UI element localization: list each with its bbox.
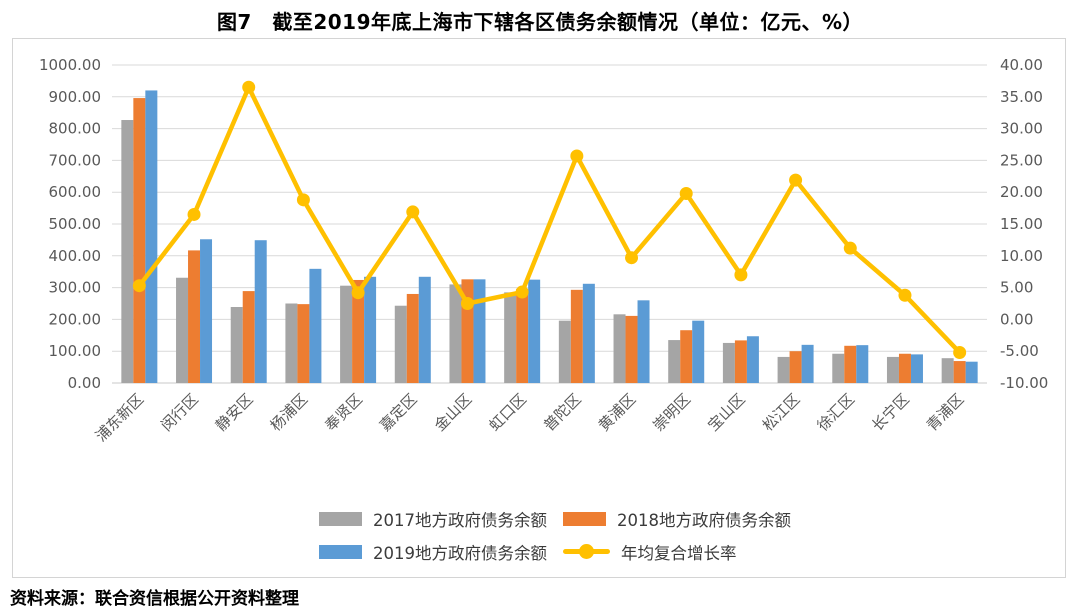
svg-text:900.00: 900.00 xyxy=(49,88,102,106)
svg-text:闵行区: 闵行区 xyxy=(157,390,202,435)
svg-text:500.00: 500.00 xyxy=(49,215,102,233)
svg-text:虹口区: 虹口区 xyxy=(485,390,530,435)
svg-text:浦东新区: 浦东新区 xyxy=(92,390,147,445)
legend-item-cagr: 年均复合增长率 xyxy=(563,540,791,564)
svg-text:-10.00: -10.00 xyxy=(1000,374,1048,392)
svg-text:松江区: 松江区 xyxy=(759,390,804,435)
svg-text:300.00: 300.00 xyxy=(49,279,102,297)
svg-text:普陀区: 普陀区 xyxy=(540,390,585,435)
svg-text:200.00: 200.00 xyxy=(49,310,102,328)
svg-text:100.00: 100.00 xyxy=(49,342,102,360)
legend-item-2017: 2017地方政府债务余额 xyxy=(319,507,547,531)
svg-text:35.00: 35.00 xyxy=(1000,88,1043,106)
legend-swatch-2019-bar xyxy=(319,545,362,559)
svg-text:30.00: 30.00 xyxy=(1000,120,1043,138)
chart-legend: 2017地方政府债务余额 2018地方政府债务余额 2019地方政府债务余额 年… xyxy=(319,507,791,564)
svg-text:20.00: 20.00 xyxy=(1000,183,1043,201)
svg-text:5.00: 5.00 xyxy=(1000,279,1033,297)
svg-text:600.00: 600.00 xyxy=(49,183,102,201)
legend-label-cagr: 年均复合增长率 xyxy=(621,544,737,563)
svg-text:嘉定区: 嘉定区 xyxy=(376,390,421,435)
legend-item-2018: 2018地方政府债务余额 xyxy=(563,507,791,531)
svg-text:青浦区: 青浦区 xyxy=(923,390,968,435)
svg-text:静安区: 静安区 xyxy=(212,390,257,435)
legend-label-2018: 2018地方政府债务余额 xyxy=(617,511,791,530)
svg-text:长宁区: 长宁区 xyxy=(868,390,913,435)
svg-text:1000.00: 1000.00 xyxy=(39,56,101,74)
svg-text:700.00: 700.00 xyxy=(49,151,102,169)
legend-label-2019: 2019地方政府债务余额 xyxy=(373,544,547,563)
svg-text:40.00: 40.00 xyxy=(1000,56,1043,74)
legend-swatch-2017-bar xyxy=(319,512,362,526)
svg-text:奉贤区: 奉贤区 xyxy=(321,390,366,435)
svg-text:崇明区: 崇明区 xyxy=(649,390,694,435)
legend-item-2019: 2019地方政府债务余额 xyxy=(319,540,547,564)
chart-area: 0.00 100.00 200.00 300.00 400.00 500.00 600.00… xyxy=(12,38,1066,578)
svg-text:0.00: 0.00 xyxy=(68,374,101,392)
combo-chart: 0.00 100.00 200.00 300.00 400.00 500.00 600.00… xyxy=(39,56,1048,445)
source-note: 资料来源：联合资信根据公开资料整理 xyxy=(10,589,299,609)
svg-text:25.00: 25.00 xyxy=(1000,151,1043,169)
legend-line-marker-swatch xyxy=(563,544,610,560)
svg-text:15.00: 15.00 xyxy=(1000,215,1043,233)
svg-text:金山区: 金山区 xyxy=(431,390,476,435)
legend-label-2017: 2017地方政府债务余额 xyxy=(373,511,547,530)
svg-text:宝山区: 宝山区 xyxy=(704,390,749,435)
svg-text:杨浦区: 杨浦区 xyxy=(267,390,312,435)
svg-text:-5.00: -5.00 xyxy=(1000,342,1039,360)
chart-title: 图7 截至2019年底上海市下辖各区债务余额情况（单位：亿元、%） xyxy=(216,10,864,34)
svg-text:800.00: 800.00 xyxy=(49,120,102,138)
svg-text:400.00: 400.00 xyxy=(49,247,102,265)
legend-swatch-2018-bar xyxy=(563,512,606,526)
svg-text:徐汇区: 徐汇区 xyxy=(814,390,859,435)
svg-text:10.00: 10.00 xyxy=(1000,247,1043,265)
svg-text:0.00: 0.00 xyxy=(1000,310,1033,328)
svg-text:黄浦区: 黄浦区 xyxy=(595,390,640,435)
